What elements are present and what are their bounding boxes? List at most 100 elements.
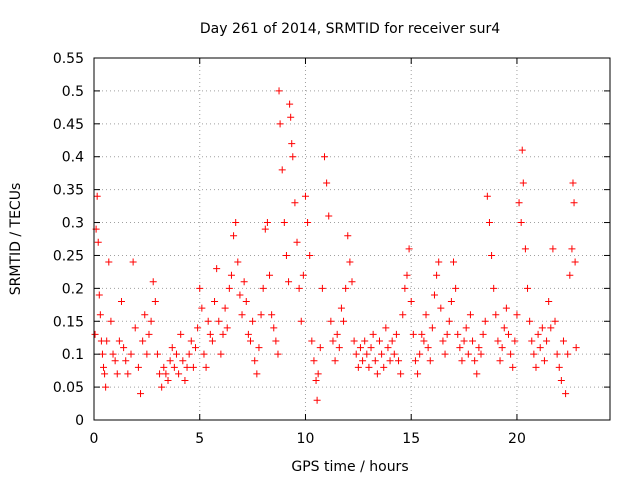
data-point: [568, 245, 576, 253]
data-point: [221, 304, 229, 312]
data-point: [329, 337, 337, 345]
data-point: [348, 278, 356, 286]
data-point: [340, 317, 348, 325]
data-point: [481, 317, 489, 325]
data-point: [515, 199, 523, 207]
data-point: [390, 350, 398, 358]
data-point: [194, 324, 202, 332]
data-point: [282, 251, 290, 259]
data-point: [441, 350, 449, 358]
data-point: [437, 304, 445, 312]
y-tick-label: 0.2: [62, 281, 84, 297]
data-point: [238, 311, 246, 319]
data-point: [124, 370, 132, 378]
data-point: [337, 304, 345, 312]
data-point: [517, 219, 525, 227]
x-tick-label: 10: [297, 431, 315, 447]
data-point: [469, 337, 477, 345]
data-point: [304, 219, 312, 227]
data-point: [287, 113, 295, 121]
data-point: [418, 330, 426, 338]
data-point: [225, 284, 233, 292]
data-point: [145, 330, 153, 338]
data-point: [156, 370, 164, 378]
data-point: [291, 199, 299, 207]
data-point: [318, 284, 326, 292]
data-point: [466, 311, 474, 319]
data-point: [137, 390, 145, 398]
data-point: [109, 350, 117, 358]
data-point: [447, 298, 455, 306]
data-point: [270, 324, 278, 332]
data-point: [111, 357, 119, 365]
data-point: [369, 330, 377, 338]
data-point: [275, 87, 283, 95]
data-point: [206, 330, 214, 338]
data-point: [553, 350, 561, 358]
data-point: [122, 357, 130, 365]
data-point: [524, 284, 532, 292]
data-point: [129, 258, 137, 266]
data-point: [127, 350, 135, 358]
data-point: [526, 317, 534, 325]
data-markers: [91, 87, 580, 404]
data-point: [502, 304, 510, 312]
data-point: [488, 251, 496, 259]
data-point: [335, 344, 343, 352]
data-point: [528, 337, 536, 345]
data-point: [570, 199, 578, 207]
data-point: [407, 298, 415, 306]
data-point: [259, 284, 267, 292]
data-point: [93, 192, 101, 200]
data-point: [95, 291, 103, 299]
data-point: [164, 377, 172, 385]
data-point: [299, 271, 307, 279]
data-point: [572, 344, 580, 352]
data-point: [405, 245, 413, 253]
y-tick-label: 0.05: [53, 380, 84, 396]
data-point: [120, 344, 128, 352]
data-point: [160, 363, 168, 371]
y-tick-label: 0.45: [53, 117, 84, 133]
data-point: [473, 370, 481, 378]
data-point: [107, 317, 115, 325]
x-tick-label: 5: [195, 431, 204, 447]
data-point: [272, 337, 280, 345]
y-tick-label: 0.35: [53, 183, 84, 199]
data-point: [479, 330, 487, 338]
data-point: [105, 258, 113, 266]
data-point: [147, 317, 155, 325]
data-point: [458, 357, 466, 365]
data-point: [117, 298, 125, 306]
data-point: [94, 238, 102, 246]
y-axis-label: SRMTID / TECUs: [8, 183, 24, 296]
data-point: [399, 311, 407, 319]
data-point: [232, 219, 240, 227]
data-point: [450, 258, 458, 266]
data-point: [540, 357, 548, 365]
data-point: [571, 258, 579, 266]
data-point: [204, 317, 212, 325]
data-point: [346, 258, 354, 266]
data-point: [409, 330, 417, 338]
data-point: [274, 350, 282, 358]
data-point: [244, 330, 252, 338]
data-point: [456, 344, 464, 352]
data-point: [344, 232, 352, 240]
y-tick-label: 0.1: [62, 347, 84, 363]
data-point: [367, 344, 375, 352]
data-point: [354, 363, 362, 371]
data-point: [181, 377, 189, 385]
data-point: [378, 350, 386, 358]
data-point: [213, 265, 221, 273]
data-point: [543, 337, 551, 345]
y-tick-label: 0.4: [62, 150, 84, 166]
data-point: [424, 344, 432, 352]
data-point: [316, 344, 324, 352]
data-point: [435, 258, 443, 266]
data-point: [498, 344, 506, 352]
data-point: [333, 330, 341, 338]
data-point: [361, 337, 369, 345]
data-point: [426, 357, 434, 365]
data-point: [564, 350, 572, 358]
